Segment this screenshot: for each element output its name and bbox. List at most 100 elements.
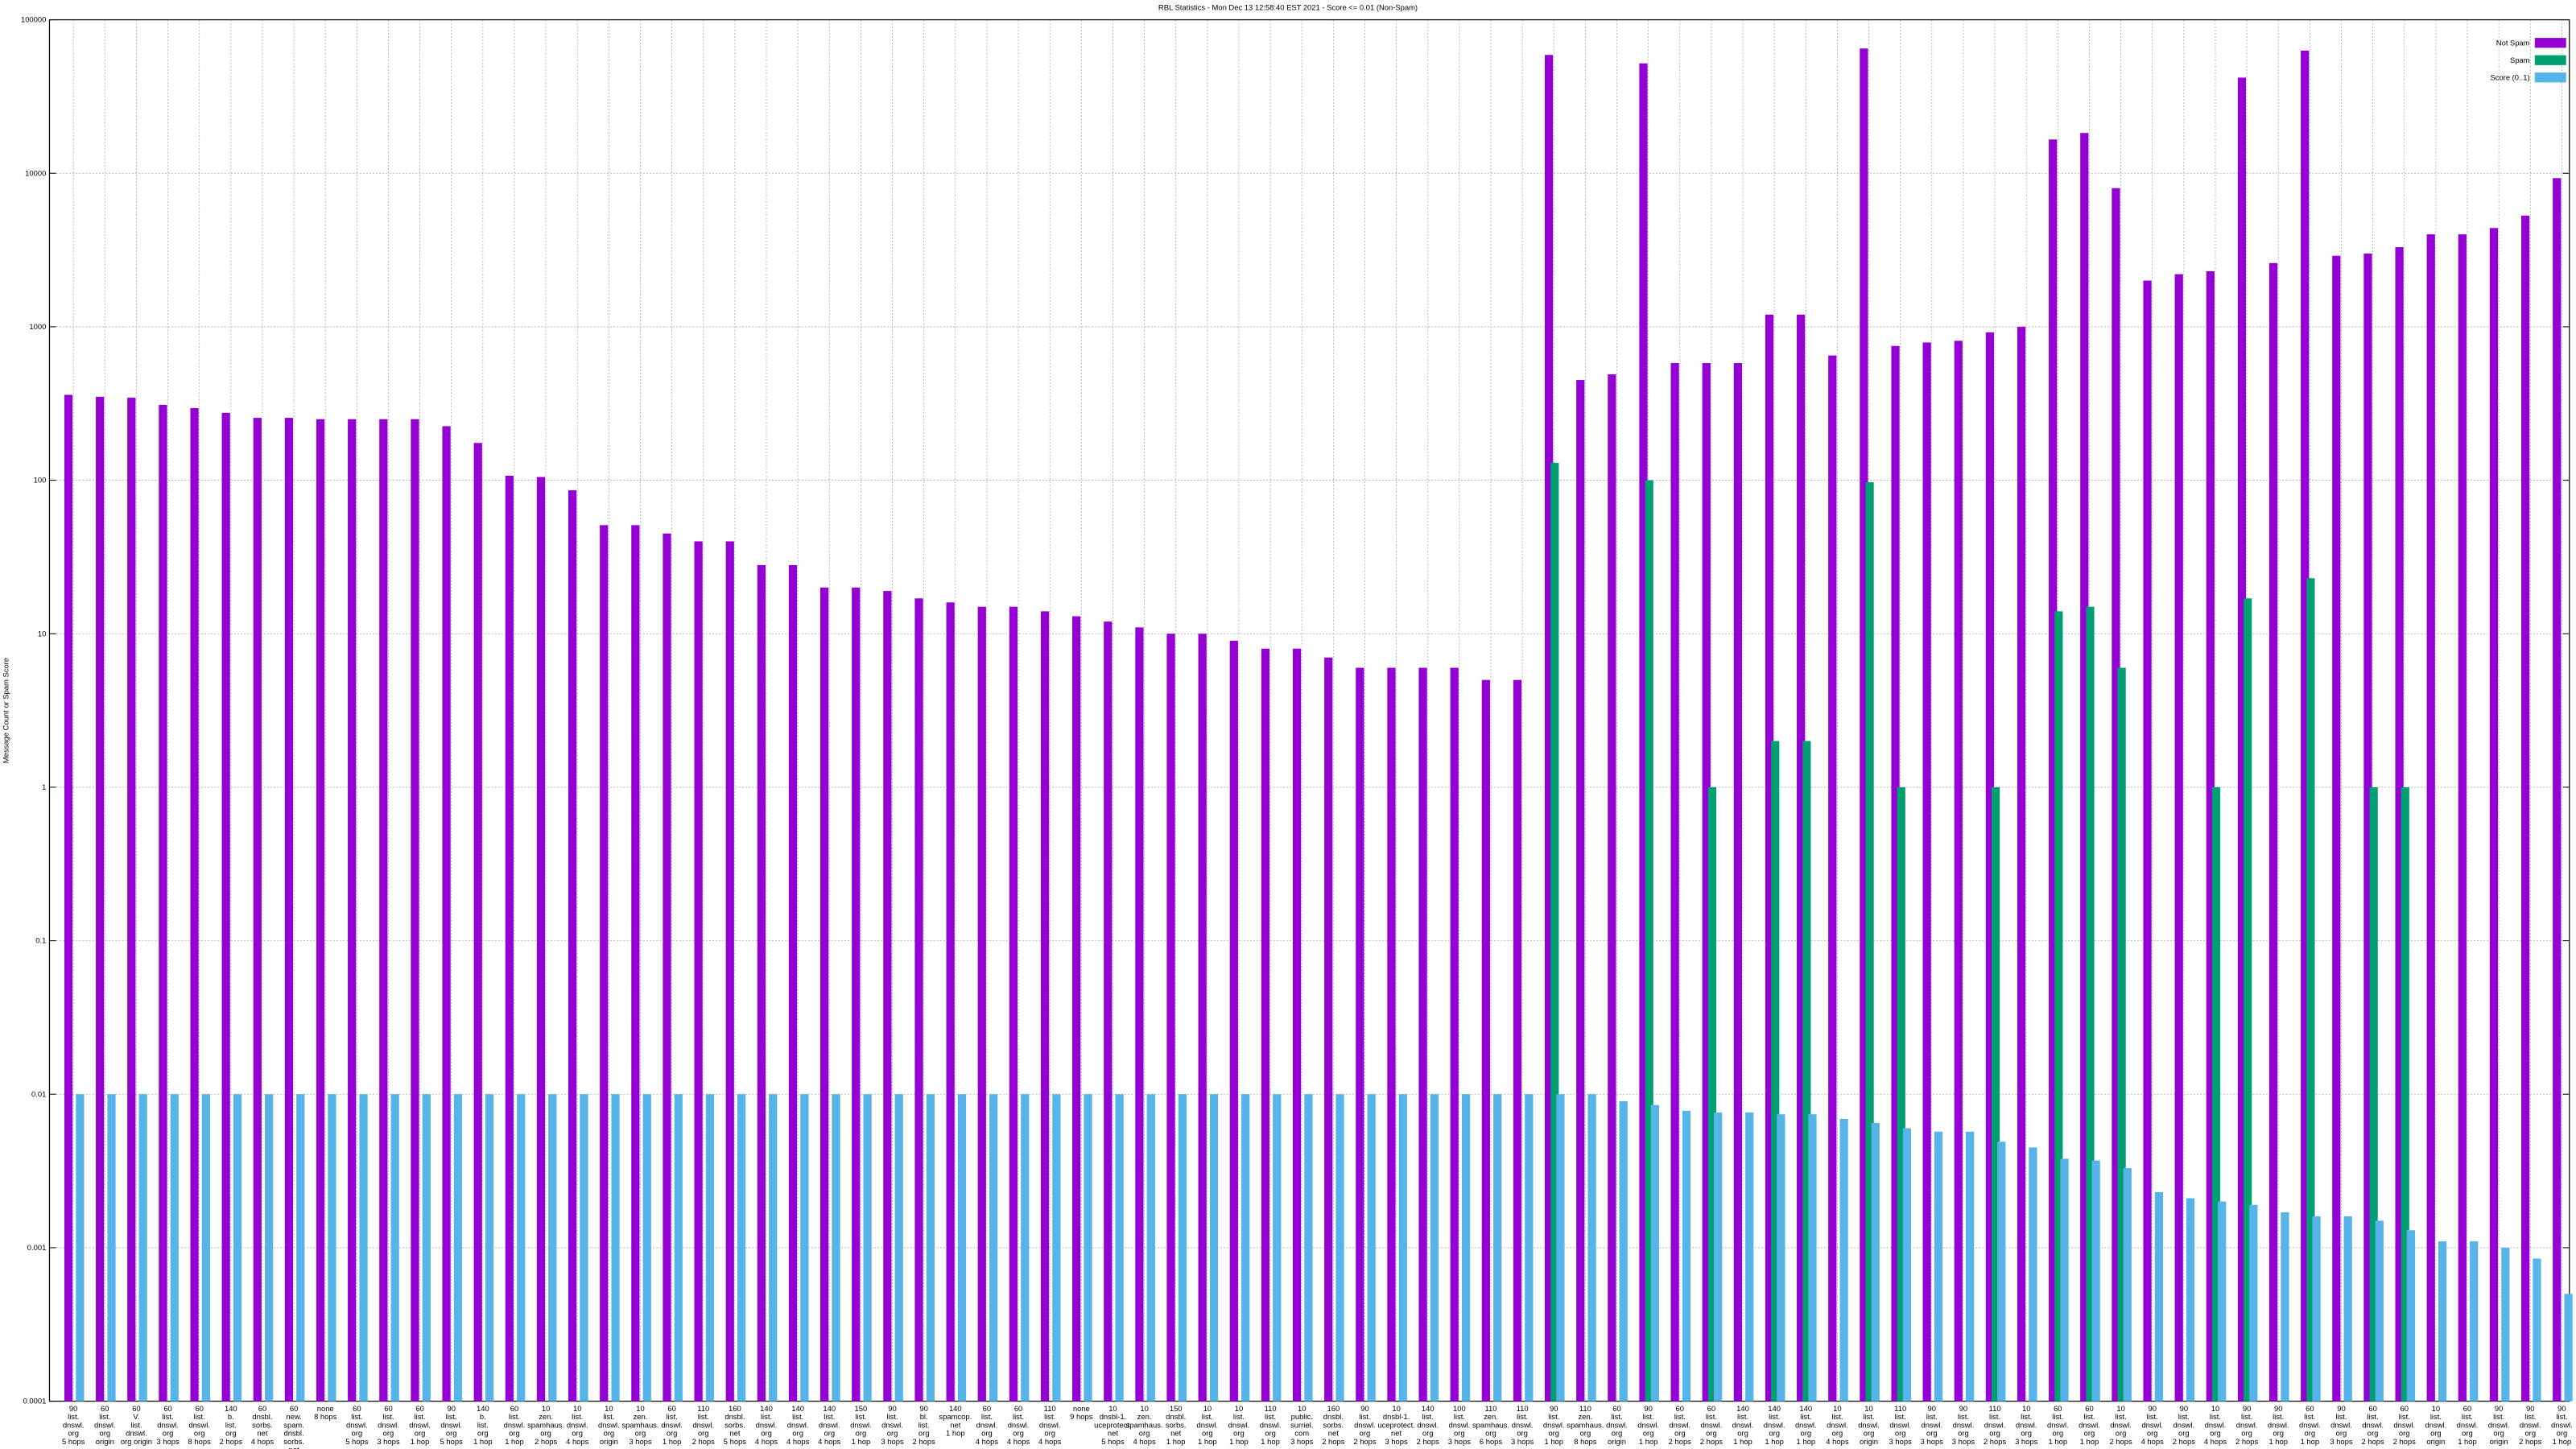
bar xyxy=(1997,1141,2006,1402)
x-tick-line: 1 hop xyxy=(1229,1437,1249,1446)
x-tick-label: 90 list. dnswl. org 2 hops xyxy=(2173,1404,2196,1446)
bar xyxy=(505,475,514,1402)
x-tick-line: 60 xyxy=(1676,1404,1684,1413)
x-tick-line: 10 xyxy=(636,1404,644,1413)
x-tick-line: dnswl. xyxy=(1953,1420,1975,1429)
x-tick-line: dnsbl. xyxy=(1166,1412,1186,1421)
x-tick-line: org xyxy=(604,1429,615,1438)
x-tick-line: 140 xyxy=(1422,1404,1435,1413)
x-tick-line: net xyxy=(950,1420,960,1429)
x-tick-line: sorbs. xyxy=(283,1437,304,1446)
x-tick-line: 160 xyxy=(1327,1404,1340,1413)
x-tick-line: zen. xyxy=(539,1412,553,1421)
x-tick-line: org xyxy=(1864,1429,1875,1438)
x-tick-line: dnsbl-1. xyxy=(1100,1412,1126,1421)
x-tick-label: 60 list. dnswl. org 3 hops xyxy=(377,1404,400,1446)
x-tick-line: public. xyxy=(1291,1412,1313,1421)
x-tick-line: zen. xyxy=(1137,1412,1152,1421)
x-tick-line: 2 hops xyxy=(2393,1437,2417,1446)
x-tick-line: dnswl. xyxy=(1512,1420,1534,1429)
x-tick-line: none xyxy=(317,1404,334,1413)
bar xyxy=(1009,606,1018,1402)
x-tick-line: origin xyxy=(1608,1437,1626,1446)
legend-label: Score (0..1) xyxy=(2490,72,2529,81)
bar xyxy=(863,1094,872,1402)
x-tick-label: 110 zen. spamhaus. org 8 hops xyxy=(1567,1404,1604,1446)
x-tick-line: org xyxy=(1517,1429,1528,1438)
bar xyxy=(1745,1112,1754,1402)
x-tick-line: dnswl. xyxy=(2079,1420,2100,1429)
x-tick-line: 90 xyxy=(2337,1404,2345,1413)
x-tick-line: org xyxy=(383,1429,394,1438)
x-tick-line: zen. xyxy=(1578,1412,1592,1421)
x-tick-label: 90 list. dnswl. org origin xyxy=(2488,1404,2510,1446)
bar xyxy=(1324,657,1333,1402)
x-tick-line: list. xyxy=(1013,1412,1024,1421)
x-tick-line: dnswl. xyxy=(598,1420,620,1429)
x-tick-label: 60 list. dnswl. org 3 hops xyxy=(156,1404,180,1446)
bar xyxy=(1304,1094,1313,1402)
bar xyxy=(820,587,829,1402)
x-tick-label: 90 bl. list. org 2 hops xyxy=(913,1404,936,1446)
x-tick-line: 90 xyxy=(1360,1404,1368,1413)
x-tick-line: org xyxy=(415,1429,426,1438)
bar xyxy=(800,1094,809,1402)
bar xyxy=(674,1094,683,1402)
x-tick-line: list. xyxy=(855,1412,866,1421)
x-tick-line: 2 hops xyxy=(1984,1437,2007,1446)
x-tick-line: org xyxy=(635,1429,646,1438)
bar xyxy=(2438,1241,2447,1402)
bar xyxy=(600,525,609,1402)
x-tick-line: 10 xyxy=(2432,1404,2440,1413)
bar xyxy=(2049,139,2058,1402)
x-tick-line: org origin xyxy=(121,1437,152,1446)
x-tick-line: 60 xyxy=(384,1404,392,1413)
x-tick-line: org xyxy=(540,1429,551,1438)
legend-swatch xyxy=(2534,72,2566,83)
x-tick-line: 60 xyxy=(290,1404,298,1413)
x-tick-line: 90 xyxy=(2557,1404,2566,1413)
x-tick-line: org xyxy=(698,1429,709,1438)
x-tick-line: org xyxy=(1989,1429,2000,1438)
x-tick-line: org xyxy=(887,1429,898,1438)
x-tick-line: list. xyxy=(1359,1412,1370,1421)
x-tick-line: 90 xyxy=(1959,1404,1967,1413)
x-tick-line: list. xyxy=(2556,1412,2567,1421)
x-tick-label: 90 list. dnswl. org 1 hop xyxy=(1637,1404,1659,1446)
bar xyxy=(2395,247,2404,1402)
x-tick-line: 3 hops xyxy=(2015,1437,2038,1446)
x-tick-line: org xyxy=(1139,1429,1150,1438)
x-tick-line: org xyxy=(1580,1429,1591,1438)
x-tick-line: dnswl. xyxy=(1732,1420,1754,1429)
y-tick-label: 10 xyxy=(38,629,46,638)
x-tick-line: org xyxy=(761,1429,772,1438)
x-tick-line: 60 xyxy=(667,1404,675,1413)
x-tick-line: 1 hop xyxy=(1797,1437,1816,1446)
x-tick-line: dnswl. xyxy=(1669,1420,1690,1429)
x-tick-line: 60 xyxy=(353,1404,361,1413)
x-tick-line: 1 hop xyxy=(473,1437,493,1446)
x-tick-line: origin xyxy=(2490,1437,2508,1446)
bar xyxy=(977,606,986,1402)
x-tick-line: 60 xyxy=(163,1404,171,1413)
x-tick-line: list. xyxy=(1265,1412,1276,1421)
x-tick-line: 5 hops xyxy=(440,1437,464,1446)
x-tick-line: spamhaus. xyxy=(1126,1420,1163,1429)
x-tick-label: 10 list. dnswl. org 4 hops xyxy=(1826,1404,1849,1446)
bar xyxy=(611,1094,620,1402)
bar xyxy=(2470,1241,2479,1402)
x-tick-line: list. xyxy=(2052,1412,2063,1421)
x-tick-line: net xyxy=(257,1429,267,1438)
x-tick-line: 1 hop xyxy=(1198,1437,1217,1446)
x-tick-line: 60 xyxy=(415,1404,423,1413)
x-tick-label: 10 public. surriel. com 3 hops xyxy=(1290,1404,1314,1446)
bar xyxy=(2086,606,2095,1402)
x-tick-line: 90 xyxy=(888,1404,896,1413)
x-tick-line: dnswl. xyxy=(1606,1420,1628,1429)
x-tick-line: 10 xyxy=(2211,1404,2219,1413)
x-tick-line: dnswl. xyxy=(2393,1420,2415,1429)
x-tick-line: dnswl. xyxy=(1701,1420,1723,1429)
y-tick-label: 10000 xyxy=(25,168,46,177)
